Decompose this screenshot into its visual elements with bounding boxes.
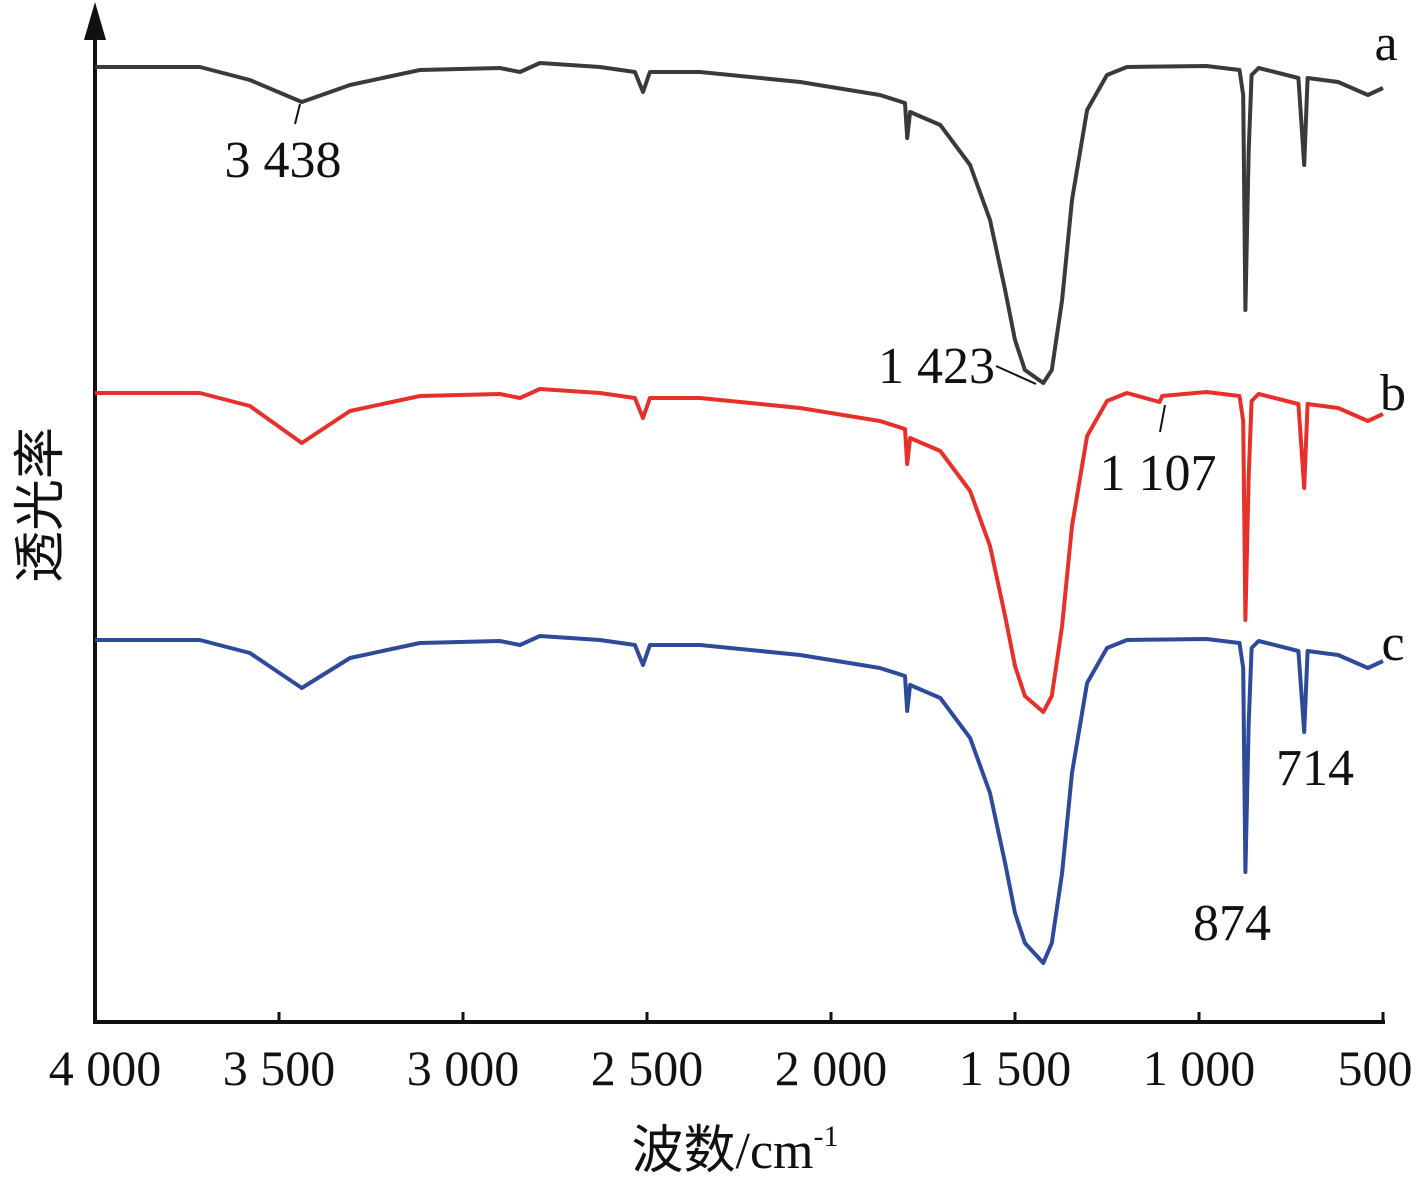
leader-1423 xyxy=(995,365,1037,385)
series-line-a xyxy=(95,61,1384,385)
annotation-1423: 1 423 xyxy=(878,338,995,395)
x-axis-title-sup: -1 xyxy=(813,1120,838,1153)
series-label-a: a xyxy=(1374,15,1397,72)
annotation-1107: 1 107 xyxy=(1100,445,1217,502)
series-label-c: c xyxy=(1381,615,1404,672)
x-tick-label: 1 500 xyxy=(959,1040,1072,1096)
x-axis-title: 波数/cm-1 xyxy=(632,1120,839,1180)
x-tick-label: 1 000 xyxy=(1143,1040,1256,1096)
series-line-b xyxy=(95,387,1384,714)
annotation-874: 874 xyxy=(1193,895,1271,952)
x-axis-title-main: 波数/cm xyxy=(632,1123,814,1180)
x-tick-label: 3 000 xyxy=(407,1040,520,1096)
y-axis-arrow-icon xyxy=(84,2,106,40)
x-tick-label: 500 xyxy=(1338,1040,1413,1096)
annotation-leaders xyxy=(294,103,1166,433)
annotation-3438: 3 438 xyxy=(225,132,342,189)
series-line-c xyxy=(95,634,1384,965)
series-label-b: b xyxy=(1380,365,1406,422)
axes xyxy=(84,2,1385,1024)
leader-1107 xyxy=(1159,404,1166,433)
x-tick-label: 2 500 xyxy=(591,1040,704,1096)
x-tick-label: 2 000 xyxy=(775,1040,888,1096)
leader-3438 xyxy=(294,103,301,125)
y-axis-title: 透光率 xyxy=(13,427,70,583)
annotation-714: 714 xyxy=(1276,740,1354,797)
x-tick-label: 3 500 xyxy=(223,1040,336,1096)
x-tick-label: 4 000 xyxy=(49,1040,162,1096)
